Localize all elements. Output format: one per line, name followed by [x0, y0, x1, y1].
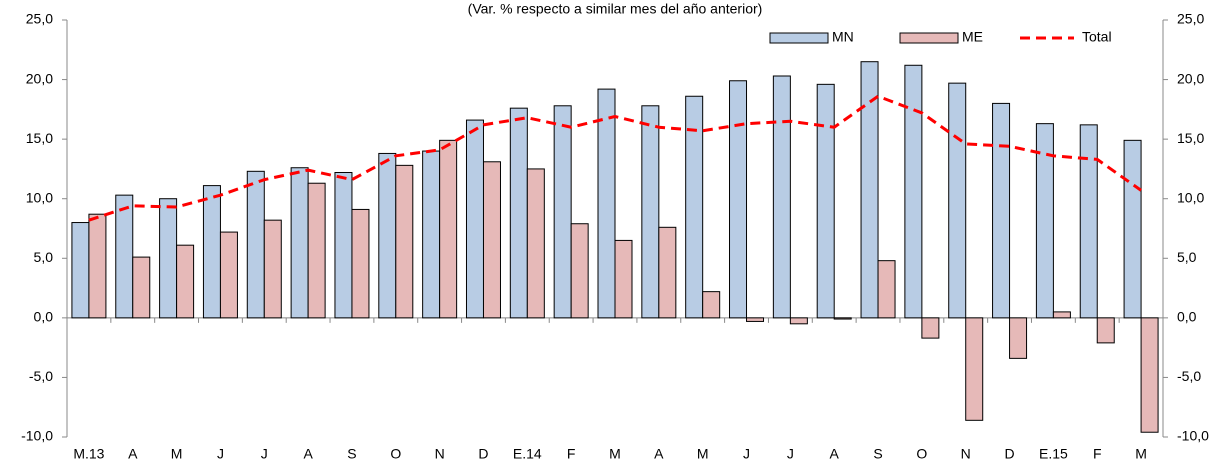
y-tick-label: 10,0 [26, 189, 53, 205]
bar [877, 260, 896, 319]
bar [439, 139, 458, 319]
bar [772, 75, 791, 319]
bar [290, 167, 309, 319]
bar [597, 88, 616, 319]
y-tick-label: 15,0 [26, 130, 53, 146]
bar [1096, 317, 1115, 344]
bar [992, 102, 1011, 319]
y2-tick-label: 5,0 [1177, 249, 1197, 265]
bar [816, 83, 835, 319]
x-tick-label: O [390, 446, 401, 462]
bar [965, 317, 984, 421]
bar [570, 223, 589, 319]
x-tick-label: F [1093, 446, 1102, 462]
y2-tick-label: 10,0 [1177, 189, 1204, 205]
x-tick-label: M [697, 446, 709, 462]
bar [702, 291, 721, 319]
bar [422, 150, 441, 319]
x-tick-label: J [261, 446, 268, 462]
x-tick-label: O [916, 446, 927, 462]
bar [833, 317, 852, 320]
y-tick-label: 25,0 [26, 11, 53, 27]
x-tick-label: M [609, 446, 621, 462]
x-tick-label: N [435, 446, 445, 462]
x-tick-label: J [743, 446, 750, 462]
x-tick-label: A [654, 446, 664, 462]
x-tick-label: N [961, 446, 971, 462]
y-tick-label: 20,0 [26, 70, 53, 86]
y2-tick-label: 20,0 [1177, 70, 1204, 86]
y-tick-label: -5,0 [29, 368, 53, 384]
y2-tick-label: 15,0 [1177, 130, 1204, 146]
bar [246, 170, 265, 319]
legend-label: MN [832, 29, 854, 45]
bar [1140, 317, 1159, 433]
legend-swatch [769, 32, 829, 44]
bar [1123, 139, 1142, 319]
bar [614, 239, 633, 319]
bar [860, 61, 879, 319]
bar [509, 107, 528, 319]
line [88, 94, 1142, 222]
x-tick-label: A [830, 446, 840, 462]
bar [159, 198, 178, 319]
bar [1052, 311, 1071, 319]
x-tick-label: J [217, 446, 224, 462]
bar [176, 244, 195, 319]
legend-label: ME [962, 29, 983, 45]
x-tick-label: E.15 [1039, 446, 1068, 462]
y-tick-label: -10,0 [21, 428, 53, 444]
bar [658, 226, 677, 319]
x-tick-label: A [303, 446, 313, 462]
bar [789, 317, 808, 325]
chart-subtitle: (Var. % respecto a similar mes del año a… [468, 1, 763, 17]
bar [1035, 123, 1054, 319]
y2-tick-label: -5,0 [1177, 368, 1201, 384]
x-tick-label: D [1004, 446, 1014, 462]
bar [334, 172, 353, 319]
x-tick-label: F [567, 446, 576, 462]
x-tick-label: J [787, 446, 794, 462]
x-tick-label: A [128, 446, 138, 462]
x-tick-label: M.13 [73, 446, 104, 462]
bar [132, 256, 151, 319]
bar [948, 82, 967, 319]
x-tick-label: E.14 [513, 446, 542, 462]
legend-label: Total [1082, 29, 1112, 45]
y-tick-label: 5,0 [34, 249, 54, 265]
bar [465, 119, 484, 319]
bar [526, 168, 545, 319]
x-tick-label: M [171, 446, 183, 462]
bar [1079, 124, 1098, 319]
bar [202, 185, 221, 319]
bar [378, 152, 397, 319]
bar [641, 105, 660, 319]
bar [351, 208, 370, 319]
bar [553, 105, 572, 319]
y2-tick-label: -10,0 [1177, 428, 1209, 444]
x-tick-label: S [347, 446, 356, 462]
bar [685, 95, 704, 319]
bar [482, 161, 501, 319]
bar [71, 222, 90, 319]
x-tick-label: D [478, 446, 488, 462]
bar [1009, 317, 1028, 359]
x-tick-label: M [1135, 446, 1147, 462]
y2-tick-label: 0,0 [1177, 309, 1197, 325]
legend-swatch [899, 32, 959, 44]
bar [395, 164, 414, 319]
bar [307, 182, 326, 319]
bar [904, 64, 923, 319]
x-tick-label: S [873, 446, 882, 462]
bar [219, 231, 238, 319]
bar [921, 317, 940, 339]
y-tick-label: 0,0 [34, 309, 54, 325]
bar [263, 219, 282, 319]
bar [729, 80, 748, 319]
bar [746, 317, 765, 322]
bar [88, 213, 107, 319]
y2-tick-label: 25,0 [1177, 11, 1204, 27]
bar [115, 194, 134, 319]
